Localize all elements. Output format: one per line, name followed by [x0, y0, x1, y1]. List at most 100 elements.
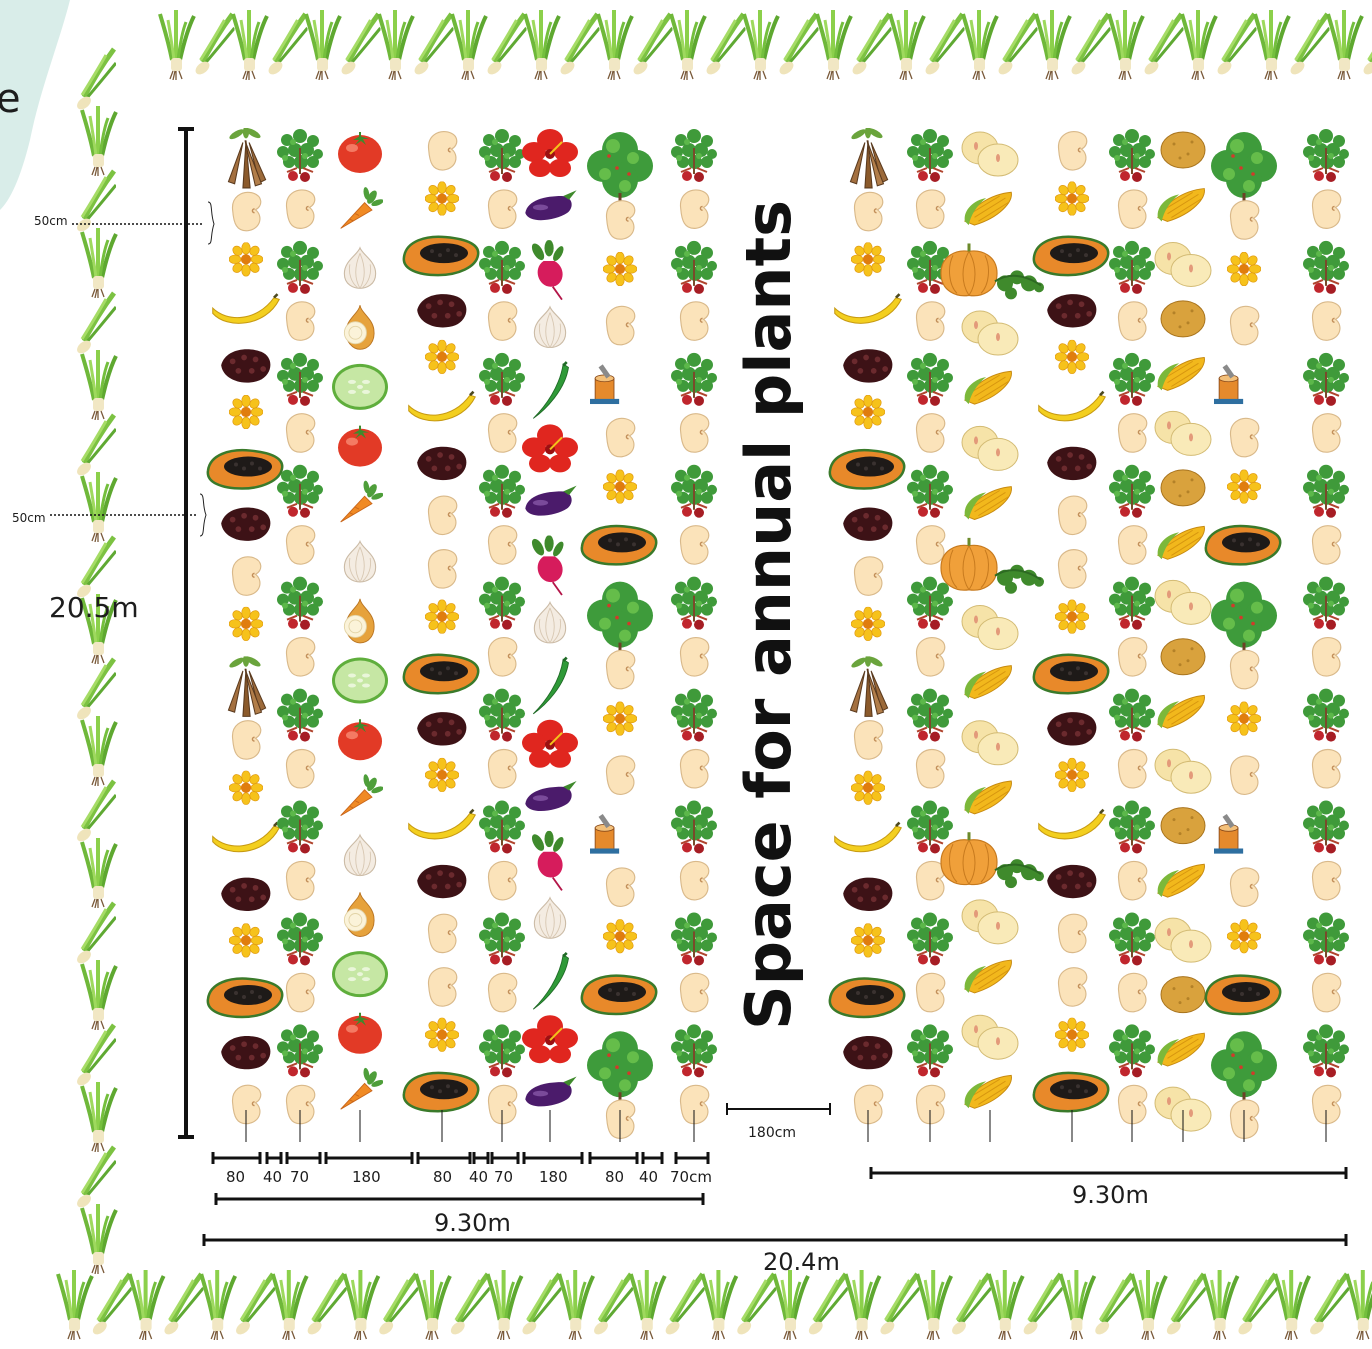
- bean-icon: [285, 860, 316, 901]
- moringa-icon: [276, 687, 324, 743]
- mulberry-icon: [1047, 294, 1097, 328]
- lemongrass-icon: [878, 1274, 919, 1337]
- lemongrass-icon: [1130, 1270, 1168, 1340]
- lemongrass-icon: [266, 14, 307, 77]
- moringa-icon: [1302, 687, 1350, 743]
- bean-icon: [1117, 636, 1148, 677]
- papaya-icon: [580, 524, 658, 566]
- bean-icon: [1311, 301, 1342, 342]
- lemongrass-icon: [996, 14, 1037, 77]
- hibiscus-icon: [522, 1014, 578, 1065]
- corn-icon: [1157, 188, 1205, 222]
- bean-icon: [1117, 1084, 1148, 1125]
- moringa-icon: [1302, 351, 1350, 407]
- eggplant-icon: [525, 190, 577, 221]
- yam-icon: [1154, 410, 1212, 456]
- lemongrass-icon: [304, 10, 342, 80]
- bean-icon: [915, 860, 946, 901]
- shrub-icon: [1209, 130, 1279, 208]
- lemongrass-icon: [850, 14, 891, 77]
- lemongrass-icon: [704, 14, 745, 77]
- marigold-icon: [851, 242, 885, 277]
- moringa-icon: [1108, 799, 1156, 855]
- bean-icon: [1229, 1099, 1260, 1140]
- moringa-icon: [478, 1023, 526, 1079]
- marigold-icon: [603, 469, 637, 504]
- bean-icon: [1229, 305, 1260, 346]
- lemongrass-icon: [450, 10, 488, 80]
- center-label: Space for annual plants: [732, 200, 805, 1030]
- moringa-icon: [276, 239, 324, 295]
- lemongrass-icon: [772, 1270, 810, 1340]
- mulberry-icon: [221, 349, 271, 383]
- moringa-icon: [670, 687, 718, 743]
- bean-icon: [915, 189, 946, 230]
- bean-icon: [1117, 189, 1148, 230]
- lemongrass-icon: [231, 10, 269, 80]
- lemongrass-icon: [75, 1025, 116, 1088]
- banana-icon: [833, 292, 903, 325]
- cassava-icon: [227, 128, 267, 189]
- bean-icon: [487, 1084, 518, 1125]
- spacing-label-top: 50cm: [34, 214, 68, 228]
- marigold-icon: [1055, 181, 1089, 216]
- bean-icon: [285, 1084, 316, 1125]
- cassava-icon: [849, 656, 889, 717]
- bean-icon: [915, 748, 946, 789]
- moringa-icon: [670, 799, 718, 855]
- tomato-icon: [337, 424, 383, 468]
- row-width-label: 40: [263, 1168, 282, 1186]
- bean-icon: [679, 524, 710, 565]
- lemongrass-icon: [888, 10, 926, 80]
- moringa-icon: [276, 128, 324, 183]
- lemongrass-icon: [1107, 10, 1145, 80]
- eggplant-icon: [525, 1076, 577, 1107]
- potato-icon: [1160, 976, 1206, 1014]
- yam-icon: [961, 899, 1019, 945]
- bean-icon: [915, 413, 946, 453]
- moringa-icon: [1108, 911, 1156, 967]
- lemongrass-icon: [80, 838, 118, 908]
- lemongrass-icon: [1058, 1270, 1097, 1340]
- lemongrass-icon: [75, 659, 116, 722]
- marigold-icon: [1055, 339, 1089, 374]
- moringa-icon: [906, 463, 954, 519]
- bean-icon: [679, 189, 710, 230]
- moringa-icon: [1108, 463, 1156, 519]
- eggplant-icon: [525, 781, 577, 812]
- right-block-width-label: 9.30m: [1072, 1181, 1149, 1209]
- lemongrass-icon: [270, 1270, 309, 1340]
- mulberry-icon: [843, 877, 893, 912]
- moringa-icon: [670, 1023, 718, 1079]
- row-width-label: 40: [469, 1168, 488, 1186]
- lemongrass-icon: [162, 1274, 203, 1337]
- bean-icon: [487, 748, 518, 789]
- marigold-icon: [851, 770, 885, 805]
- lemongrass-icon: [1180, 10, 1218, 80]
- lemongrass-icon: [1236, 1274, 1277, 1337]
- bean-icon: [1229, 417, 1260, 458]
- lemongrass-icon: [923, 14, 964, 77]
- lemongrass-icon: [1164, 1274, 1205, 1337]
- lemongrass-icon: [523, 10, 561, 80]
- papaya-icon: [1032, 235, 1110, 277]
- moringa-icon: [1108, 575, 1156, 631]
- moringa-icon: [670, 463, 718, 519]
- moringa-icon: [670, 351, 718, 407]
- garlic-icon: [533, 601, 567, 644]
- marigold-icon: [425, 599, 459, 634]
- potato-icon: [1160, 638, 1206, 676]
- bean-icon: [605, 649, 636, 690]
- lemongrass-icon: [448, 1274, 489, 1337]
- marigold-icon: [603, 919, 637, 954]
- woodstump-icon: [1214, 813, 1244, 855]
- papaya-icon: [828, 448, 906, 490]
- lemongrass-icon: [90, 1274, 131, 1337]
- bean-icon: [1311, 189, 1342, 230]
- bean-icon: [605, 417, 636, 458]
- papaya-icon: [402, 1071, 480, 1113]
- garlic-icon: [343, 834, 377, 877]
- marigold-icon: [229, 923, 263, 958]
- mulberry-icon: [221, 1035, 271, 1070]
- okra-icon: [531, 656, 570, 716]
